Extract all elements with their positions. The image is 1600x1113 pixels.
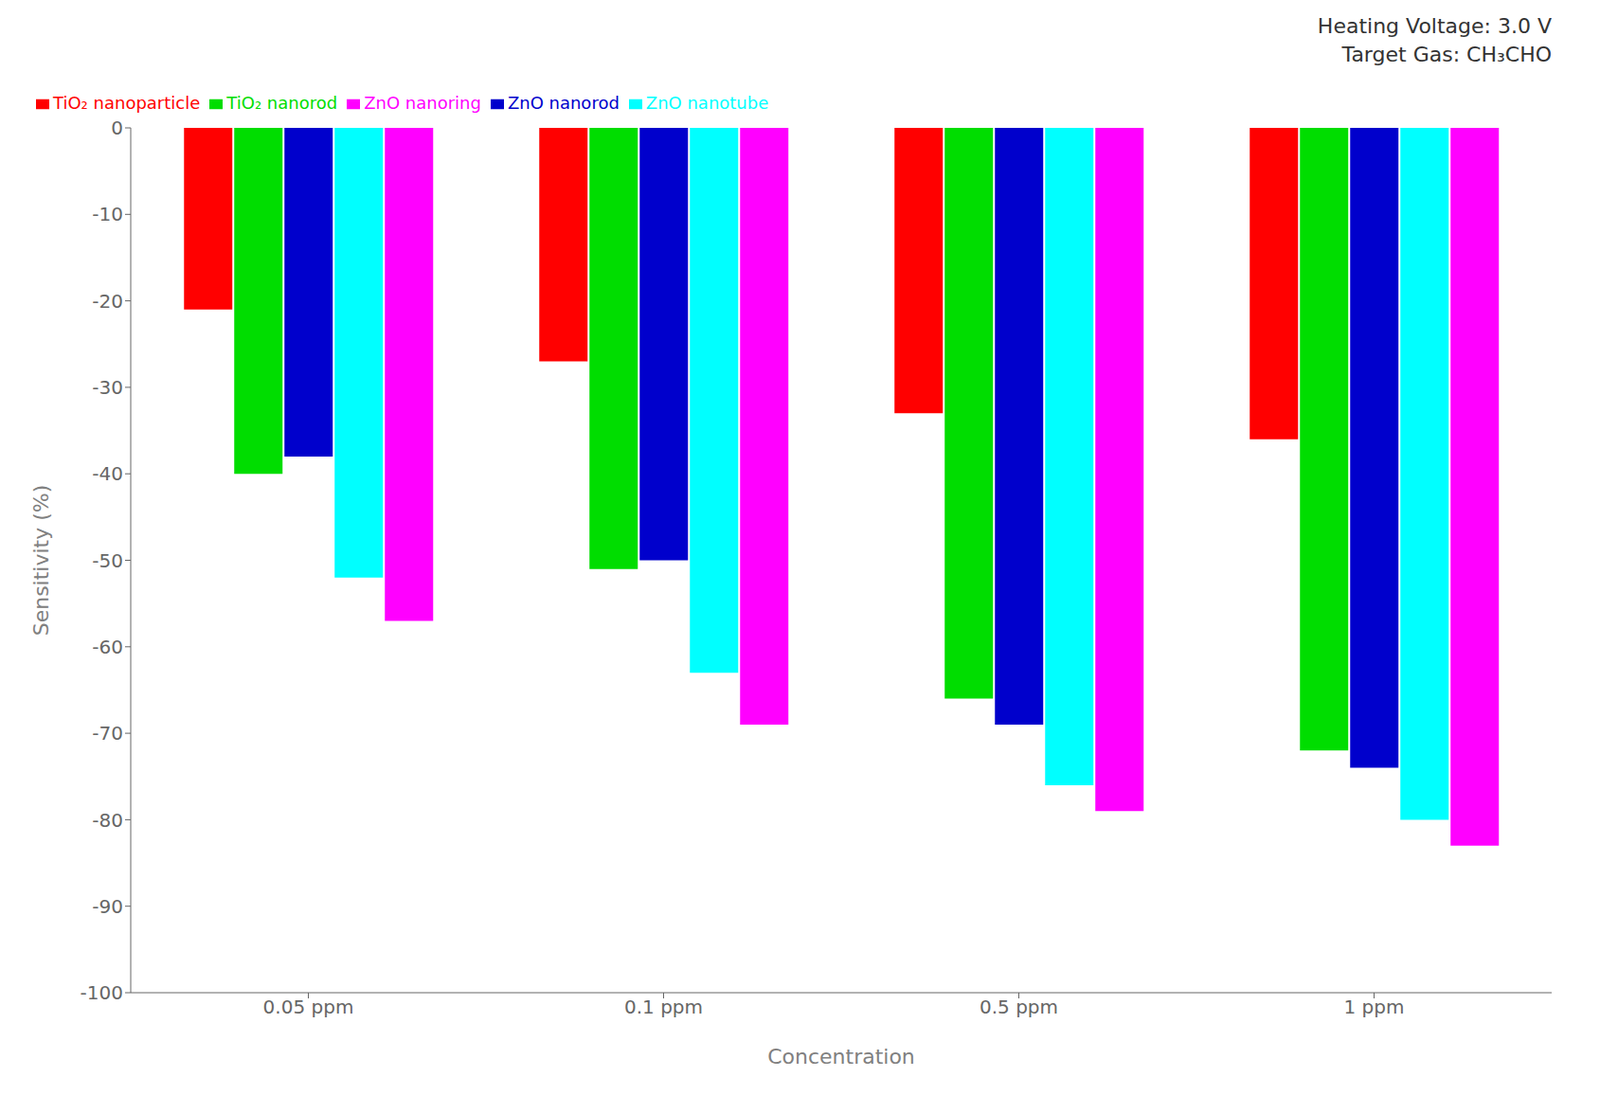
svg-text:0.05 ppm: 0.05 ppm: [263, 995, 355, 1019]
svg-text:-10: -10: [91, 202, 124, 226]
html-text:TiO₂ nanoparticle: TiO₂ nanoparticle: [53, 92, 201, 113]
svg-text:-70: -70: [91, 721, 124, 745]
svg-text:-40: -40: [91, 462, 124, 486]
svg-text:-100: -100: [80, 981, 124, 1005]
svg-text:Sensitivity (%): Sensitivity (%): [29, 485, 54, 637]
svg-text:0: 0: [110, 116, 124, 140]
svg-text:0.1 ppm: 0.1 ppm: [624, 995, 703, 1019]
svg-text:-20: -20: [91, 289, 124, 313]
svg-text:-80: -80: [91, 808, 124, 832]
html-text:ZnO nanotube: ZnO nanotube: [645, 92, 769, 113]
svg-text:-90: -90: [91, 895, 124, 918]
svg-text:-50: -50: [91, 549, 124, 573]
svg-text:Concentration: Concentration: [767, 1044, 916, 1069]
svg-text:1 ppm: 1 ppm: [1344, 995, 1405, 1019]
html-text:ZnO nanorod: ZnO nanorod: [507, 92, 620, 113]
svg-text:-60: -60: [91, 635, 124, 659]
html-text:Target Gas: CH₃CHO: Target Gas: CH₃CHO: [1341, 42, 1552, 67]
svg-text:-30: -30: [91, 376, 124, 399]
html-text:TiO₂ nanorod: TiO₂ nanorod: [226, 92, 338, 113]
html-text:Heating Voltage: 3.0 V: Heating Voltage: 3.0 V: [1317, 14, 1552, 38]
svg-text:0.5 ppm: 0.5 ppm: [979, 995, 1059, 1019]
html-text:ZnO nanoring: ZnO nanoring: [363, 92, 482, 113]
